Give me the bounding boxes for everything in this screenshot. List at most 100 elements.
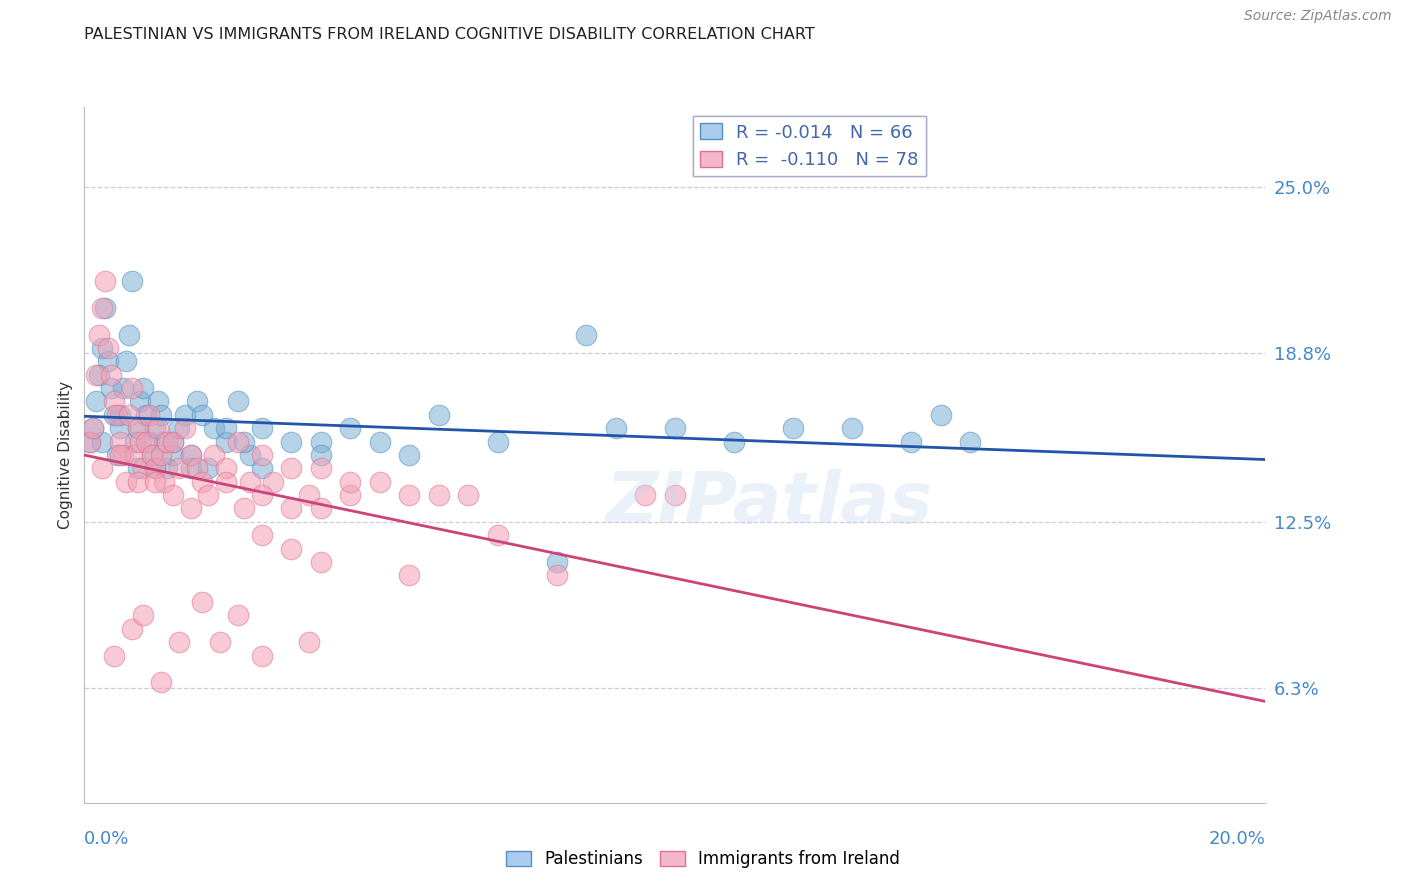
Point (202, 421, 225, 435)
Point (118, 327, 141, 342)
Point (94, 301, 117, 315)
Point (127, 461, 149, 475)
Point (89, 368, 111, 382)
Point (105, 408, 128, 422)
Point (368, 434, 391, 449)
Point (180, 461, 202, 475)
Point (103, 394, 125, 409)
Point (239, 448, 262, 462)
Point (79, 434, 101, 449)
Point (398, 488, 420, 502)
Point (398, 568, 420, 582)
Point (114, 475, 136, 489)
Point (173, 408, 195, 422)
Point (148, 394, 170, 409)
Point (84, 368, 107, 382)
Point (191, 595, 214, 609)
Text: 20.0%: 20.0% (1209, 830, 1265, 847)
Point (546, 568, 568, 582)
Point (100, 381, 122, 395)
Point (280, 461, 302, 475)
Point (108, 421, 131, 435)
Point (105, 448, 128, 462)
Point (232, 501, 254, 516)
Point (114, 354, 136, 368)
Text: Source: ZipAtlas.com: Source: ZipAtlas.com (1244, 9, 1392, 23)
Point (127, 421, 149, 435)
Point (173, 421, 195, 435)
Point (959, 434, 981, 449)
Point (197, 461, 219, 475)
Point (215, 421, 238, 435)
Point (180, 448, 202, 462)
Point (215, 475, 238, 489)
Point (841, 421, 863, 435)
Point (180, 448, 202, 462)
Point (138, 434, 160, 449)
Point (239, 475, 262, 489)
Point (309, 434, 332, 449)
Point (427, 408, 450, 422)
Point (150, 408, 173, 422)
Text: 0.0%: 0.0% (84, 830, 129, 847)
Point (605, 421, 627, 435)
Point (664, 421, 686, 435)
Point (132, 608, 155, 623)
Point (664, 488, 686, 502)
Point (84, 394, 107, 409)
Point (782, 421, 804, 435)
Point (162, 488, 184, 502)
Point (634, 488, 657, 502)
Point (143, 475, 166, 489)
Point (91, 461, 114, 475)
Point (280, 501, 302, 516)
Point (162, 448, 184, 462)
Point (309, 461, 332, 475)
Point (232, 434, 254, 449)
Point (121, 381, 143, 395)
Point (309, 555, 332, 569)
Point (150, 448, 173, 462)
Point (186, 394, 208, 409)
Point (124, 434, 146, 449)
Point (250, 421, 273, 435)
Point (143, 421, 166, 435)
Y-axis label: Cognitive Disability: Cognitive Disability (58, 381, 73, 529)
Point (132, 381, 155, 395)
Point (141, 448, 163, 462)
Point (108, 408, 131, 422)
Point (457, 488, 479, 502)
Point (339, 421, 361, 435)
Point (91, 341, 114, 355)
Point (191, 475, 214, 489)
Point (97, 341, 120, 355)
Point (100, 368, 122, 382)
Point (191, 408, 214, 422)
Point (427, 488, 450, 502)
Point (215, 461, 238, 475)
Point (309, 448, 332, 462)
Point (82, 421, 104, 435)
Text: ZIPatlas: ZIPatlas (606, 469, 934, 538)
Point (250, 461, 273, 475)
Point (209, 635, 232, 649)
Point (132, 461, 155, 475)
Point (197, 488, 219, 502)
Point (111, 448, 134, 462)
Point (339, 475, 361, 489)
Point (262, 475, 284, 489)
Point (91, 301, 114, 315)
Point (121, 622, 143, 636)
Point (138, 408, 160, 422)
Point (929, 408, 952, 422)
Point (250, 448, 273, 462)
Point (143, 461, 166, 475)
Point (280, 541, 302, 556)
Point (141, 448, 163, 462)
Point (167, 635, 190, 649)
Point (153, 434, 176, 449)
Point (298, 488, 321, 502)
Point (108, 434, 131, 449)
Point (167, 421, 190, 435)
Text: PALESTINIAN VS IMMIGRANTS FROM IRELAND COGNITIVE DISABILITY CORRELATION CHART: PALESTINIAN VS IMMIGRANTS FROM IRELAND C… (84, 27, 815, 42)
